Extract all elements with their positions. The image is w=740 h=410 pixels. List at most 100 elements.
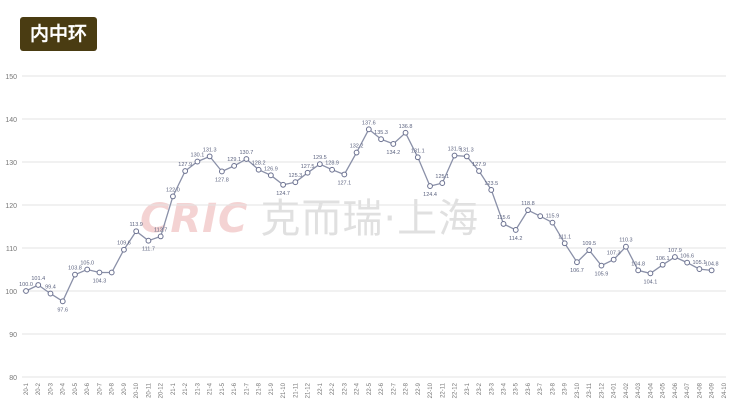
x-tick-label-22-7: 22-7 [391, 382, 397, 395]
point-20-6 [84, 266, 91, 273]
point-22-2 [329, 166, 335, 173]
x-tick-label-23-10: 23-10 [575, 382, 581, 398]
data-label-20-9: 109.6 [117, 241, 131, 247]
data-label-20-2: 101.4 [31, 276, 45, 282]
point-20-7 [96, 269, 103, 276]
x-tick-label-20-11: 20-11 [146, 382, 152, 398]
x-tick-label-24-07: 24-07 [685, 382, 691, 398]
data-label-24-02: 110.3 [619, 238, 632, 244]
x-tick-label-20-3: 20-3 [48, 382, 54, 395]
y-tick-label-100: 100 [5, 289, 17, 296]
x-tick-label-22-10: 22-10 [428, 382, 434, 398]
point-20-10 [133, 228, 140, 235]
point-24-04 [647, 270, 654, 277]
x-tick-label-22-2: 22-2 [330, 382, 336, 395]
point-21-1 [170, 193, 176, 200]
x-tick-label-22-9: 22-9 [416, 382, 422, 395]
data-label-23-6: 118.8 [521, 201, 534, 207]
point-24-08 [696, 266, 703, 272]
y-tick-label-80: 80 [9, 375, 17, 382]
point-23-10 [574, 259, 580, 266]
x-tick-label-20-6: 20-6 [85, 382, 91, 395]
x-tick-label-23-11: 23-11 [587, 382, 593, 398]
data-label-24-08: 105.1 [693, 260, 707, 266]
x-tick-label-20-8: 20-8 [110, 382, 116, 395]
data-label-22-11: 125.1 [435, 174, 449, 180]
x-tick-label-22-3: 22-3 [342, 382, 348, 395]
x-tick-label-21-3: 21-3 [195, 382, 201, 395]
x-tick-label-24-01: 24-01 [612, 382, 618, 398]
x-tick-label-22-11: 22-11 [440, 382, 446, 398]
point-22-11 [439, 180, 446, 186]
x-tick-label-22-4: 22-4 [355, 382, 361, 395]
point-22-5 [365, 126, 372, 133]
data-label-21-12: 127.5 [301, 164, 315, 170]
x-tick-label-20-10: 20-10 [134, 382, 140, 398]
data-label-20-6: 105.0 [80, 261, 94, 267]
data-label-23-11: 109.5 [582, 241, 596, 247]
x-tick-label-24-08: 24-08 [697, 382, 703, 398]
data-label-21-11: 125.3 [288, 173, 302, 179]
point-24-02 [623, 243, 629, 250]
point-21-10 [280, 181, 287, 188]
x-tick-label-20-12: 20-12 [159, 382, 165, 398]
x-tick-label-22-5: 22-5 [367, 382, 373, 395]
point-21-3 [194, 158, 201, 165]
data-label-24-01: 107.3 [607, 251, 621, 257]
x-tick-label-21-10: 21-10 [281, 382, 287, 398]
x-tick-label-20-2: 20-2 [36, 382, 42, 395]
point-22-9 [414, 154, 421, 161]
data-label-23-10: 106.7 [570, 268, 584, 274]
point-20-1 [23, 288, 29, 294]
point-22-3 [341, 171, 348, 178]
point-23-7 [537, 213, 544, 220]
x-tick-label-20-7: 20-7 [97, 382, 103, 395]
series-line [25, 128, 712, 303]
y-tick-label-150: 150 [5, 74, 17, 81]
point-21-6 [231, 162, 238, 169]
data-label-21-2: 127.9 [178, 162, 192, 168]
data-label-22-9: 131.1 [411, 148, 425, 154]
y-tick-label-130: 130 [5, 160, 17, 167]
data-label-20-7: 104.3 [93, 279, 107, 285]
data-label-24-06: 107.9 [668, 248, 682, 254]
x-tick-label-21-7: 21-7 [244, 382, 250, 395]
data-label-20-4: 97.6 [57, 307, 68, 313]
data-label-21-1: 122.0 [166, 187, 180, 193]
point-21-12 [304, 169, 311, 176]
point-22-1 [316, 161, 323, 168]
point-23-4 [500, 221, 507, 227]
y-tick-label-120: 120 [5, 203, 17, 210]
data-label-20-1: 100.0 [19, 282, 33, 288]
point-23-12 [598, 262, 605, 269]
point-24-07 [684, 259, 691, 266]
data-label-24-03: 104.8 [631, 261, 645, 267]
point-22-7 [390, 141, 397, 147]
x-tick-label-21-8: 21-8 [257, 382, 263, 395]
x-tick-label-24-09: 24-09 [710, 382, 716, 398]
point-21-5 [218, 168, 225, 175]
point-22-6 [378, 136, 384, 143]
data-label-21-4: 131.3 [203, 147, 217, 153]
data-label-24-04: 104.1 [644, 279, 658, 285]
data-label-22-4: 132.2 [350, 144, 364, 150]
point-21-2 [182, 168, 189, 174]
point-22-8 [402, 129, 409, 136]
x-tick-label-23-9: 23-9 [563, 382, 569, 395]
data-label-20-3: 99.4 [45, 285, 56, 291]
data-label-22-3: 127.1 [337, 180, 351, 186]
point-23-9 [561, 240, 568, 247]
point-24-05 [659, 261, 666, 268]
data-label-22-2: 128.9 [325, 161, 339, 167]
chart-title-tag: 内中环 [20, 17, 98, 51]
data-label-24-05: 106.1 [656, 256, 670, 262]
point-23-5 [512, 227, 519, 233]
point-21-8 [255, 166, 262, 173]
point-23-8 [549, 219, 556, 226]
x-tick-label-22-6: 22-6 [379, 382, 385, 395]
x-tick-label-21-1: 21-1 [171, 382, 177, 395]
data-label-22-10: 124.4 [423, 192, 437, 198]
point-23-11 [586, 247, 593, 254]
x-tick-label-23-3: 23-3 [489, 382, 495, 395]
